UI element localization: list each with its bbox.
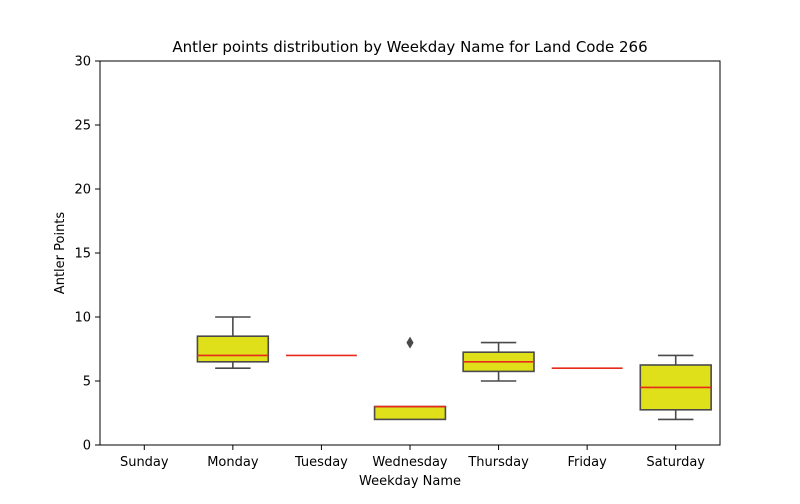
x-tick-label: Sunday [120, 455, 169, 470]
y-tick-label: 5 [83, 375, 91, 390]
outlier-point [406, 336, 414, 349]
x-tick-label: Thursday [467, 455, 529, 470]
y-tick-label: 20 [74, 183, 91, 198]
y-tick-label: 25 [74, 119, 91, 134]
plot-area: 0 5 10 15 20 25 30 Sunday Monday Tuesday Wednesday… [74, 55, 721, 470]
x-tick-label: Friday [567, 455, 607, 470]
y-tick-label: 0 [83, 439, 91, 454]
y-tick-label: 10 [74, 311, 91, 326]
x-axis-label: Weekday Name [359, 474, 461, 489]
y-tick-label: 15 [74, 247, 91, 262]
x-tick-label: Wednesday [372, 455, 448, 470]
box-body [196, 335, 270, 363]
x-tick-label: Monday [207, 455, 259, 470]
y-axis-label: Antler Points [53, 212, 68, 295]
plot-frame [99, 60, 721, 446]
chart-title: Antler points distribution by Weekday Na… [172, 38, 647, 56]
x-tick-label: Tuesday [294, 455, 348, 470]
y-tick-label: 30 [74, 55, 91, 70]
box-body [373, 405, 447, 421]
x-tick-label: Saturday [646, 455, 705, 470]
